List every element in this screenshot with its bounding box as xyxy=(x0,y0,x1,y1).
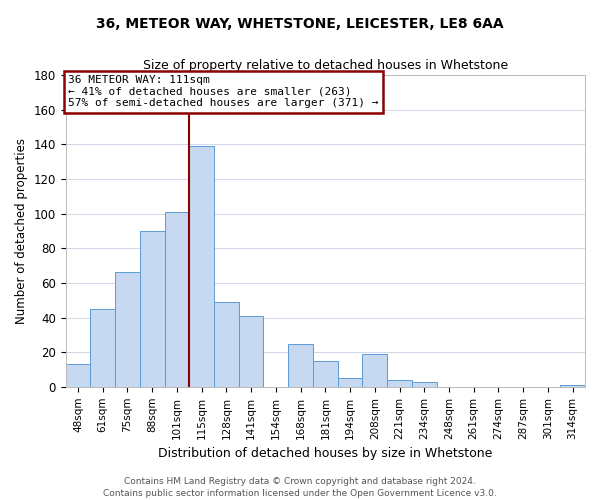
Y-axis label: Number of detached properties: Number of detached properties xyxy=(15,138,28,324)
Bar xyxy=(115,272,140,387)
Title: Size of property relative to detached houses in Whetstone: Size of property relative to detached ho… xyxy=(143,60,508,72)
Bar xyxy=(362,354,387,387)
Bar xyxy=(239,316,263,387)
Text: Contains HM Land Registry data © Crown copyright and database right 2024.
Contai: Contains HM Land Registry data © Crown c… xyxy=(103,476,497,498)
Text: 36 METEOR WAY: 111sqm
← 41% of detached houses are smaller (263)
57% of semi-det: 36 METEOR WAY: 111sqm ← 41% of detached … xyxy=(68,75,379,108)
Bar xyxy=(65,364,91,387)
Bar xyxy=(214,302,239,387)
X-axis label: Distribution of detached houses by size in Whetstone: Distribution of detached houses by size … xyxy=(158,447,493,460)
Bar xyxy=(164,212,190,387)
Bar xyxy=(140,231,164,387)
Bar xyxy=(560,385,585,387)
Text: 36, METEOR WAY, WHETSTONE, LEICESTER, LE8 6AA: 36, METEOR WAY, WHETSTONE, LEICESTER, LE… xyxy=(96,18,504,32)
Bar xyxy=(412,382,437,387)
Bar xyxy=(91,309,115,387)
Bar xyxy=(288,344,313,387)
Bar xyxy=(387,380,412,387)
Bar xyxy=(313,361,338,387)
Bar xyxy=(338,378,362,387)
Bar xyxy=(190,146,214,387)
